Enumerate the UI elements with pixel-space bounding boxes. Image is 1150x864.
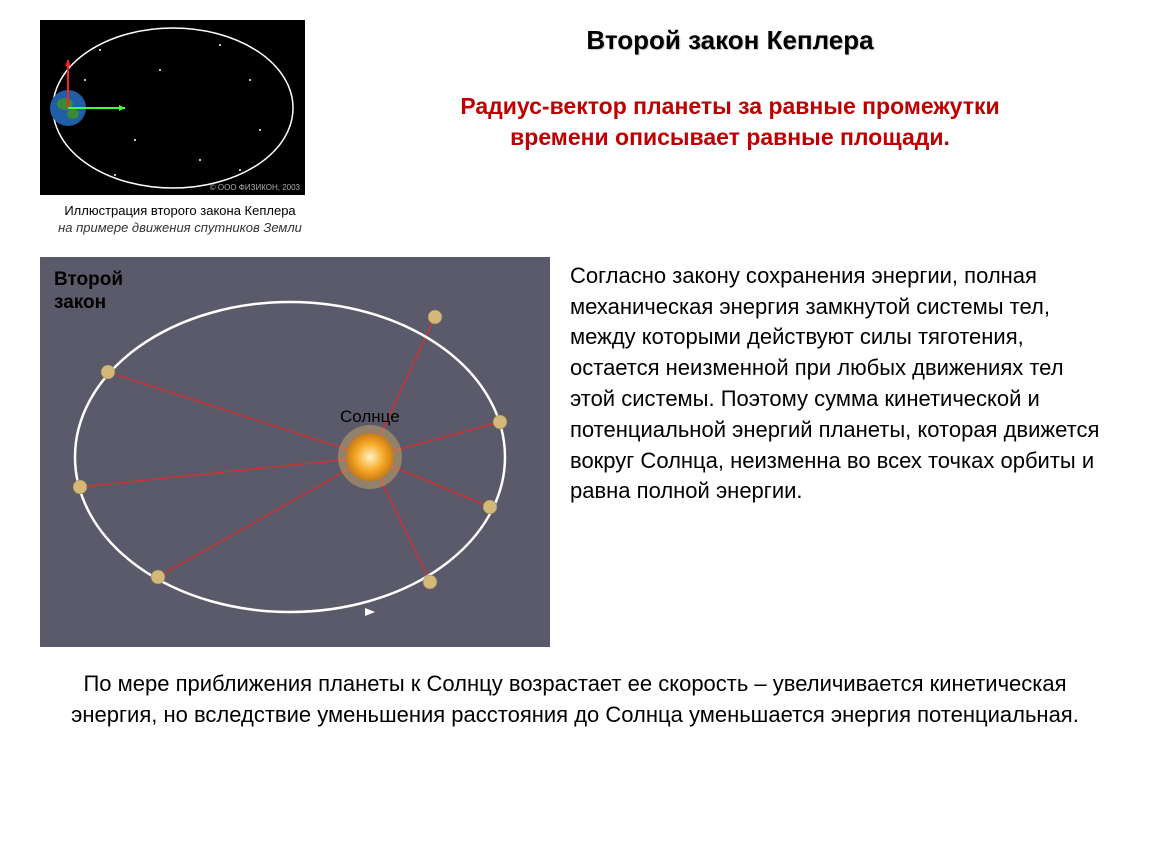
bottom-paragraph: По мере приближения планеты к Солнцу воз… (40, 669, 1110, 731)
caption-line-1: Иллюстрация второго закона Кеплера (64, 203, 295, 218)
top-right-column: Второй закон Кеплера Радиус-вектор плане… (350, 20, 1110, 237)
sun-label: Солнце (340, 407, 400, 427)
middle-section: Второй закон Солнце Согласно закону сохр… (40, 257, 1110, 647)
kepler-orbit-diagram: Второй закон Солнце (40, 257, 550, 647)
diagram-top-label: Второй закон (54, 269, 123, 315)
caption-line-2: на примере движения спутников Земли (58, 220, 302, 235)
diagram-label-line-1: Второй (54, 269, 123, 290)
svg-text:© ООО ФИЗИКОН, 2003: © ООО ФИЗИКОН, 2003 (210, 183, 301, 192)
law-line-2: времени описывает равные площади. (510, 124, 950, 150)
diagram-label-line-2: закон (54, 292, 106, 313)
earth-satellite-illustration: © ООО ФИЗИКОН, 2003 (40, 20, 305, 195)
page-title: Второй закон Кеплера (350, 25, 1110, 56)
top-section: © ООО ФИЗИКОН, 2003 Иллюстрация второго … (40, 20, 1110, 237)
orbit-svg (40, 257, 550, 647)
law-line-1: Радиус-вектор планеты за равные промежут… (460, 93, 999, 119)
law-statement: Радиус-вектор планеты за равные промежут… (350, 91, 1110, 153)
top-left-column: © ООО ФИЗИКОН, 2003 Иллюстрация второго … (40, 20, 320, 237)
illustration-caption: Иллюстрация второго закона Кеплера на пр… (40, 203, 320, 237)
earth-orbit-svg: © ООО ФИЗИКОН, 2003 (40, 20, 305, 195)
explanation-paragraph: Согласно закону сохранения энергии, полн… (570, 257, 1110, 647)
